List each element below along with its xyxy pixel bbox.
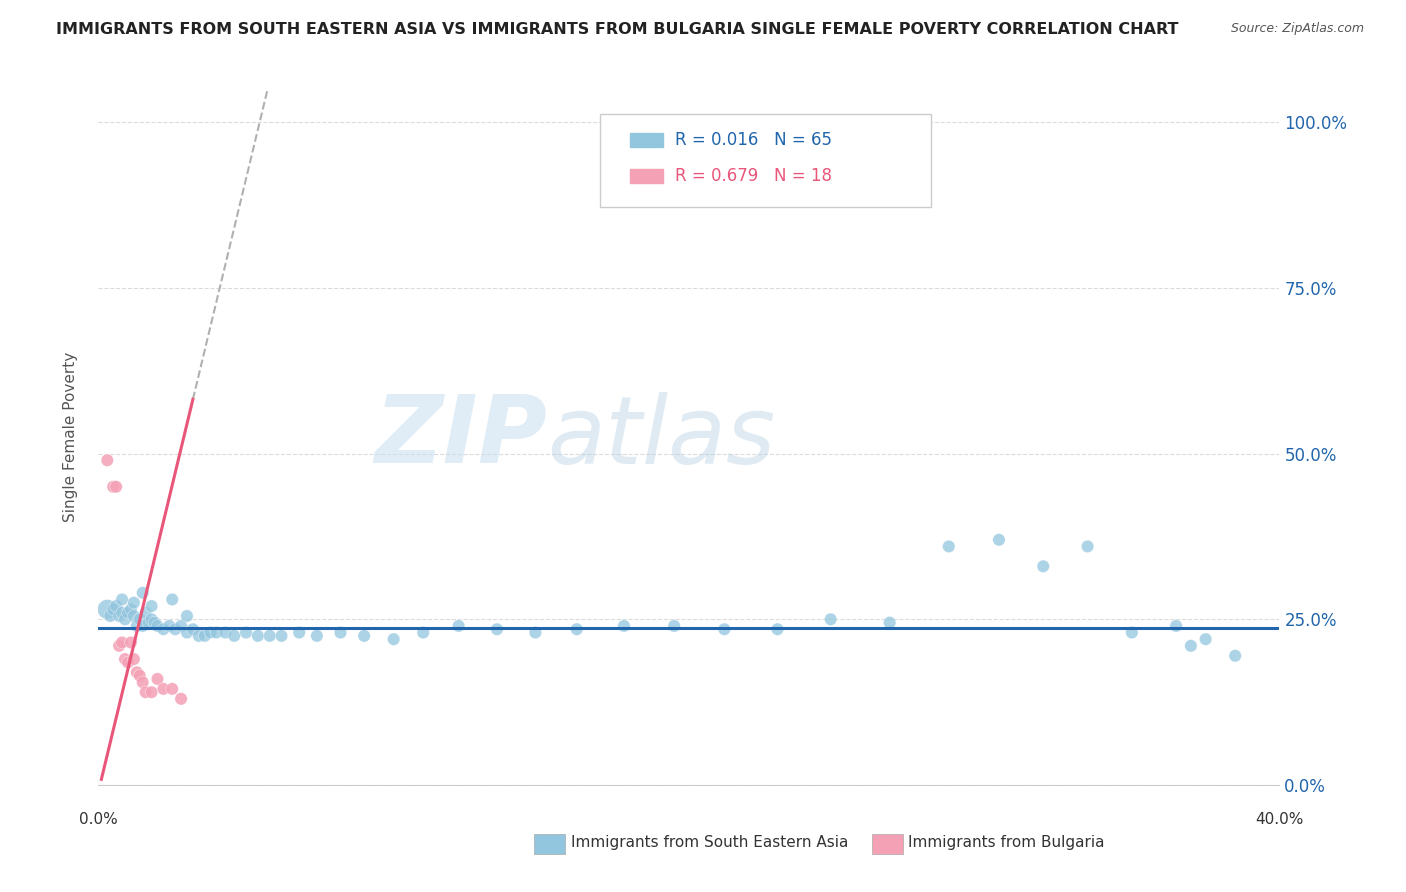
Point: [146, 619, 169, 633]
Point: [117, 656, 139, 670]
Point: [108, 639, 131, 653]
Text: 0.0%: 0.0%: [79, 812, 118, 827]
Y-axis label: Single Female Poverty: Single Female Poverty: [63, 352, 77, 522]
Point: [1195, 632, 1218, 647]
Point: [122, 596, 145, 610]
Point: [135, 685, 157, 699]
Point: [141, 599, 163, 613]
Point: [132, 586, 155, 600]
Point: [146, 672, 169, 686]
Point: [270, 629, 292, 643]
Point: [122, 652, 145, 666]
Point: [353, 629, 375, 643]
Point: [329, 625, 352, 640]
Point: [105, 480, 128, 494]
Point: [103, 602, 125, 616]
Point: [152, 681, 174, 696]
Point: [820, 612, 842, 626]
Point: [125, 619, 148, 633]
Point: [120, 602, 142, 616]
Point: [135, 606, 157, 620]
Point: [235, 625, 257, 640]
Point: [114, 652, 136, 666]
Point: [125, 665, 148, 680]
Point: [103, 480, 125, 494]
Point: [938, 540, 960, 554]
Point: [98, 609, 121, 624]
Point: [141, 612, 163, 626]
Point: [613, 619, 636, 633]
Point: [879, 615, 901, 630]
Point: [170, 619, 193, 633]
FancyBboxPatch shape: [630, 133, 664, 147]
Point: [162, 681, 183, 696]
Point: [122, 609, 145, 624]
Point: [152, 622, 174, 636]
Point: [105, 599, 128, 613]
Point: [259, 629, 281, 643]
Point: [96, 453, 118, 467]
Point: [224, 629, 246, 643]
Point: [108, 609, 131, 624]
Point: [157, 619, 180, 633]
Point: [214, 625, 236, 640]
Point: [412, 625, 434, 640]
Point: [1164, 619, 1187, 633]
Point: [1077, 540, 1099, 554]
Point: [486, 622, 509, 636]
Text: R = 0.016   N = 65: R = 0.016 N = 65: [675, 131, 832, 149]
Point: [176, 609, 198, 624]
Point: [120, 635, 142, 649]
Point: [132, 619, 155, 633]
Point: [382, 632, 405, 647]
Point: [143, 615, 166, 630]
Point: [128, 668, 150, 682]
Point: [96, 602, 118, 616]
Point: [200, 625, 222, 640]
Point: [111, 592, 134, 607]
Point: [170, 691, 193, 706]
Point: [288, 625, 311, 640]
Point: [524, 625, 547, 640]
Point: [664, 619, 686, 633]
Point: [447, 619, 470, 633]
Point: [162, 592, 183, 607]
Point: [305, 629, 328, 643]
Point: [132, 675, 155, 690]
Point: [187, 629, 209, 643]
FancyBboxPatch shape: [600, 113, 931, 208]
Text: R = 0.679   N = 18: R = 0.679 N = 18: [675, 168, 832, 186]
Point: [246, 629, 269, 643]
Text: 40.0%: 40.0%: [1256, 812, 1303, 827]
Point: [128, 612, 150, 626]
Text: ZIP: ZIP: [374, 391, 547, 483]
Point: [1223, 648, 1246, 663]
Point: [194, 629, 217, 643]
Point: [987, 533, 1010, 547]
Text: Immigrants from South Eastern Asia: Immigrants from South Eastern Asia: [571, 836, 848, 850]
Point: [141, 685, 163, 699]
Point: [114, 612, 136, 626]
Point: [111, 606, 134, 620]
Text: IMMIGRANTS FROM SOUTH EASTERN ASIA VS IMMIGRANTS FROM BULGARIA SINGLE FEMALE POV: IMMIGRANTS FROM SOUTH EASTERN ASIA VS IM…: [56, 22, 1178, 37]
Point: [205, 625, 228, 640]
Text: Immigrants from Bulgaria: Immigrants from Bulgaria: [908, 836, 1105, 850]
Point: [117, 606, 139, 620]
Point: [165, 622, 187, 636]
Point: [176, 625, 198, 640]
FancyBboxPatch shape: [630, 169, 664, 183]
Point: [1180, 639, 1202, 653]
Point: [1032, 559, 1054, 574]
Point: [138, 615, 160, 630]
Point: [565, 622, 588, 636]
Text: Source: ZipAtlas.com: Source: ZipAtlas.com: [1230, 22, 1364, 36]
Point: [111, 635, 134, 649]
Point: [766, 622, 789, 636]
Point: [181, 622, 204, 636]
Point: [1121, 625, 1143, 640]
Text: atlas: atlas: [547, 392, 776, 483]
Point: [713, 622, 735, 636]
